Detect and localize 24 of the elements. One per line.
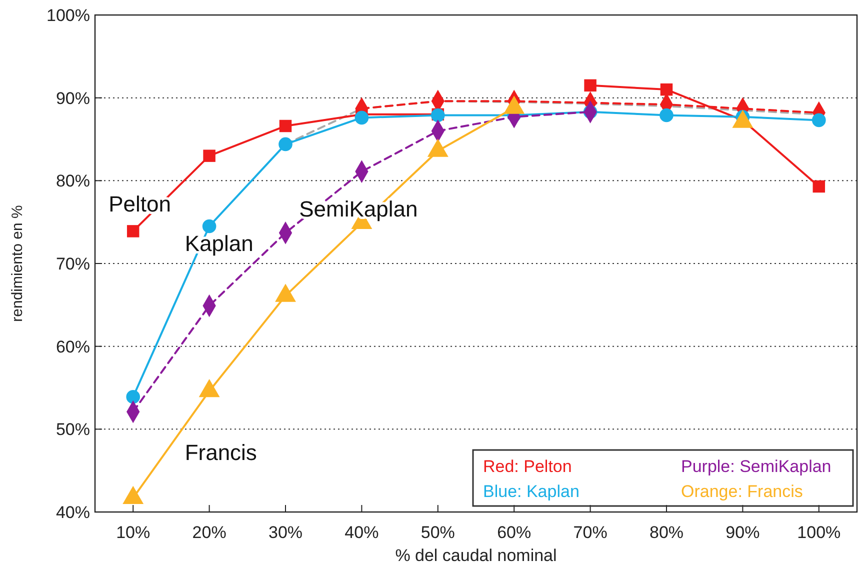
- y-tick-label: 80%: [56, 172, 90, 191]
- y-tick-label: 100%: [46, 6, 90, 25]
- text: Purple: SemiKaplan: [681, 457, 832, 476]
- x-tick-label: 40%: [344, 523, 379, 542]
- x-tick-label: 80%: [649, 523, 684, 542]
- x-tick-label: 50%: [420, 523, 455, 542]
- y-tick-label: 90%: [56, 88, 90, 108]
- annotation: Francis: [184, 440, 257, 465]
- y-tick-label: 40%: [56, 502, 90, 522]
- text: Red: Pelton: [483, 457, 572, 476]
- x-tick-label: 30%: [268, 523, 303, 542]
- x-tick-label: 20%: [192, 523, 226, 542]
- text: Blue: Kaplan: [483, 482, 580, 501]
- x-axis-title: % del caudal nominal: [395, 546, 557, 565]
- y-tick-label: 50%: [56, 420, 90, 440]
- x-tick-label: 60%: [497, 523, 532, 542]
- y-tick-label: 70%: [56, 254, 90, 274]
- x-tick-label: 70%: [573, 523, 608, 542]
- y-tick-label: 60%: [56, 337, 90, 356]
- x-tick-label: 10%: [116, 523, 150, 542]
- x-tick-label: 100%: [797, 523, 841, 542]
- text: Orange: Francis: [681, 482, 803, 501]
- x-tick-label: 90%: [726, 523, 760, 542]
- y-axis-title: rendimiento en %: [9, 205, 26, 322]
